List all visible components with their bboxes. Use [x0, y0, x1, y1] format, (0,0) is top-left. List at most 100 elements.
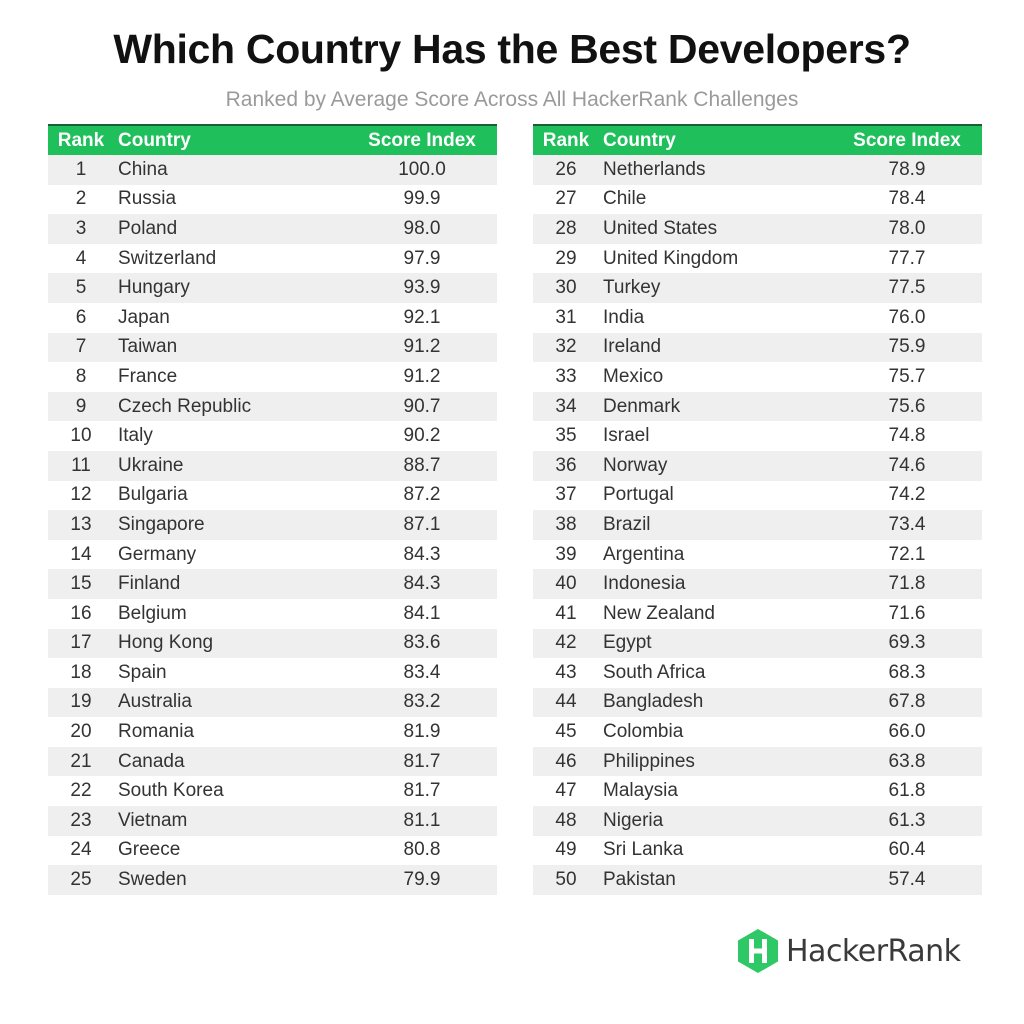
rank-cell: 1	[75, 158, 87, 180]
score-index-cell: 75.6	[888, 395, 926, 417]
rank-cell: 20	[70, 721, 92, 743]
country-cell: Argentina	[603, 543, 685, 565]
score-index-cell: 98.0	[403, 217, 441, 239]
country-cell: Australia	[118, 691, 192, 713]
table-row: 27 Chile 78.4	[533, 184, 982, 215]
score-index-cell: 81.7	[403, 780, 441, 802]
hackerrank-logo-icon	[738, 929, 778, 973]
rank-cell: 39	[555, 543, 577, 565]
rank-cell: 19	[70, 691, 92, 713]
country-cell: Singapore	[118, 513, 205, 535]
table-row: 3 Poland 98.0	[48, 214, 497, 244]
score-index-cell: 88.7	[403, 454, 441, 476]
rank-cell: 46	[555, 750, 577, 772]
rank-cell: 47	[555, 780, 577, 802]
table-row: 35 Israel 74.8	[533, 421, 982, 451]
column-header-score-index: Score Index	[368, 129, 476, 151]
table-row: 5 Hungary 93.9	[48, 273, 497, 303]
table-row: 20 Romania 81.9	[48, 717, 497, 747]
country-cell: Ukraine	[118, 454, 184, 476]
country-cell: Philippines	[603, 750, 695, 772]
score-index-cell: 73.4	[888, 513, 926, 535]
column-header-country: Country	[118, 129, 191, 151]
score-index-cell: 83.6	[403, 632, 441, 654]
score-index-cell: 74.8	[888, 425, 926, 447]
country-cell: Hong Kong	[118, 632, 214, 654]
rank-cell: 13	[70, 513, 92, 535]
rank-cell: 26	[555, 158, 577, 180]
country-cell: South Africa	[603, 661, 706, 683]
column-header-score-index: Score Index	[853, 129, 961, 151]
rank-cell: 10	[70, 425, 92, 447]
table-row: 45 Colombia 66.0	[533, 717, 982, 747]
score-index-cell: 83.4	[403, 661, 441, 683]
table-row: 18 Spain 83.4	[48, 658, 497, 688]
score-index-cell: 90.7	[403, 395, 441, 417]
table-row: 22 South Korea 81.7	[48, 776, 497, 807]
score-index-cell: 71.6	[888, 602, 926, 624]
rank-cell: 22	[70, 780, 92, 802]
score-index-cell: 84.1	[403, 602, 441, 624]
rank-cell: 2	[75, 188, 87, 210]
table-row: 46 Philippines 63.8	[533, 746, 982, 777]
score-index-cell: 91.2	[403, 336, 441, 358]
country-cell: Hungary	[118, 277, 190, 299]
country-cell: Israel	[603, 425, 650, 447]
table-row: 34 Denmark 75.6	[533, 391, 982, 422]
rank-cell: 23	[70, 809, 92, 831]
score-index-cell: 69.3	[888, 632, 926, 654]
rank-cell: 24	[70, 839, 92, 861]
table-row: 43 South Africa 68.3	[533, 658, 982, 688]
score-index-cell: 87.2	[403, 484, 441, 506]
country-cell: Canada	[118, 750, 185, 772]
rank-cell: 48	[555, 809, 577, 831]
table-row: 9 Czech Republic 90.7	[48, 391, 497, 422]
country-cell: Mexico	[603, 365, 664, 387]
rank-cell: 43	[555, 661, 577, 683]
rank-cell: 5	[75, 277, 87, 299]
country-cell: Bangladesh	[603, 691, 704, 713]
rank-cell: 50	[555, 869, 577, 891]
country-cell: United States	[603, 217, 718, 239]
table-row: 29 United Kingdom 77.7	[533, 243, 982, 274]
score-index-cell: 80.8	[403, 839, 441, 861]
rank-cell: 16	[70, 602, 92, 624]
table-row: 41 New Zealand 71.6	[533, 598, 982, 629]
rank-cell: 49	[555, 839, 577, 861]
table-row: 30 Turkey 77.5	[533, 273, 982, 303]
score-index-cell: 72.1	[888, 543, 926, 565]
score-index-cell: 71.8	[888, 573, 926, 595]
page-title: Which Country Has the Best Developers?	[113, 26, 911, 72]
score-index-cell: 78.0	[888, 217, 926, 239]
table-row: 21 Canada 81.7	[48, 746, 497, 777]
rank-cell: 41	[555, 602, 577, 624]
rank-cell: 4	[75, 247, 87, 269]
rank-cell: 36	[555, 454, 577, 476]
column-header-rank: Rank	[57, 129, 105, 151]
table-row: 37 Portugal 74.2	[533, 480, 982, 511]
score-index-cell: 74.2	[888, 484, 926, 506]
score-index-cell: 57.4	[888, 869, 926, 891]
country-cell: Romania	[118, 721, 195, 743]
country-cell: Malaysia	[603, 780, 678, 802]
table-row: 49 Sri Lanka 60.4	[533, 835, 982, 866]
score-index-cell: 60.4	[888, 839, 926, 861]
country-cell: Japan	[118, 306, 170, 328]
country-cell: Colombia	[603, 721, 684, 743]
rank-cell: 25	[70, 869, 92, 891]
rank-cell: 29	[555, 247, 577, 269]
score-index-cell: 78.9	[888, 158, 926, 180]
score-index-cell: 87.1	[403, 513, 441, 535]
country-cell: Vietnam	[118, 809, 188, 831]
country-cell: Netherlands	[603, 158, 706, 180]
table-row: 32 Ireland 75.9	[533, 332, 982, 363]
rank-cell: 7	[75, 336, 87, 358]
table-row: 10 Italy 90.2	[48, 421, 497, 451]
table-row: 28 United States 78.0	[533, 214, 982, 244]
page-subtitle: Ranked by Average Score Across All Hacke…	[225, 88, 799, 111]
score-index-cell: 81.7	[403, 750, 441, 772]
rank-cell: 31	[555, 306, 577, 328]
country-cell: Poland	[118, 217, 178, 239]
country-cell: Nigeria	[603, 809, 664, 831]
table-row: 40 Indonesia 71.8	[533, 569, 982, 599]
